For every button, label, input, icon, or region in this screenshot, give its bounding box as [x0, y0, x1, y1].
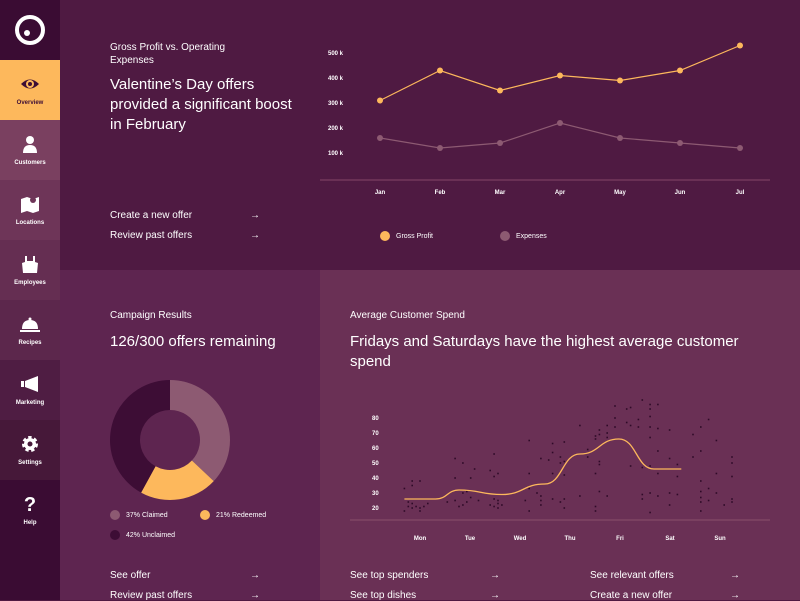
legend-redeemed: 21% Redeemed: [200, 510, 266, 520]
link-label: See relevant offers: [590, 570, 674, 581]
top-dishes-link[interactable]: See top dishes →: [350, 590, 500, 601]
arrow-right-icon: →: [250, 230, 260, 241]
sidebar-item-label: Overview: [16, 100, 44, 106]
legend-claimed: 37% Claimed: [110, 510, 168, 520]
apron-icon: [22, 256, 38, 273]
svg-text:?: ?: [24, 494, 36, 514]
link-label: Create a new offer: [590, 590, 673, 601]
sidebar-item-employees[interactable]: Employees: [0, 240, 60, 300]
sidebar-item-customers[interactable]: Customers: [0, 120, 60, 180]
link-label: See top dishes: [350, 590, 417, 601]
arrow-right-icon: →: [250, 570, 260, 581]
see-offer-link[interactable]: See offer →: [110, 570, 260, 581]
legend-label: 21% Redeemed: [216, 511, 267, 519]
arrow-right-icon: →: [250, 210, 260, 221]
legend-label: 42% Unclaimed: [126, 531, 176, 539]
profit-headline: Valentine’s Day offers provided a signif…: [110, 76, 292, 133]
sidebar-item-recipes[interactable]: Recipes: [0, 300, 60, 360]
arrow-right-icon: →: [490, 590, 500, 601]
create-offer-link[interactable]: Create a new offer →: [110, 210, 260, 221]
megaphone-icon: [21, 376, 38, 392]
map-icon: [21, 197, 39, 213]
profit-subtitle: Gross Profit vs. Operating Expenses: [110, 42, 226, 66]
spend-headline: Fridays and Saturdays have the highest a…: [350, 333, 739, 370]
legend-unclaimed: 42% Unclaimed: [110, 530, 175, 540]
sidebar-item-help[interactable]: ? Help: [0, 480, 60, 540]
sidebar-item-label: Employees: [14, 280, 46, 286]
legend-label: Gross Profit: [396, 232, 433, 240]
link-label: Review past offers: [110, 230, 193, 241]
sidebar-item-label: Settings: [18, 460, 42, 466]
link-label: See top spenders: [350, 570, 429, 581]
link-label: Review past offers: [110, 590, 193, 601]
review-past-offers-link[interactable]: Review past offers →: [110, 590, 260, 601]
legend-swatch: [380, 231, 390, 241]
sidebar-item-settings[interactable]: Settings: [0, 420, 60, 480]
campaign-section: Campaign Results 126/300 offers remainin…: [60, 270, 320, 601]
logo[interactable]: [0, 0, 60, 60]
arrow-right-icon: →: [730, 590, 740, 601]
sidebar-item-label: Marketing: [15, 400, 45, 406]
sidebar-item-label: Locations: [15, 220, 45, 226]
legend-swatch: [110, 510, 120, 520]
legend-swatch: [110, 530, 120, 540]
sidebar-item-label: Customers: [14, 160, 46, 166]
spend-subtitle: Average Customer Spend: [350, 310, 465, 321]
sidebar-item-locations[interactable]: Locations: [0, 180, 60, 240]
arrow-right-icon: →: [730, 570, 740, 581]
create-new-offer-link[interactable]: Create a new offer →: [590, 590, 740, 601]
eye-icon: [21, 79, 39, 89]
spend-section: Average Customer Spend Fridays and Satur…: [320, 270, 800, 601]
legend-label: 37% Claimed: [126, 511, 168, 519]
link-label: Create a new offer: [110, 210, 193, 221]
legend-swatch: [200, 510, 210, 520]
campaign-subtitle: Campaign Results: [110, 310, 192, 321]
review-offers-link[interactable]: Review past offers →: [110, 230, 260, 241]
arrow-right-icon: →: [490, 570, 500, 581]
logo-icon: [15, 15, 45, 45]
cloche-icon: [20, 317, 40, 332]
profit-section: Gross Profit vs. Operating Expenses Vale…: [60, 0, 800, 270]
legend-expenses: Expenses: [500, 231, 547, 241]
sidebar-item-label: Help: [23, 520, 37, 526]
person-icon: [23, 136, 37, 153]
sidebar-item-marketing[interactable]: Marketing: [0, 360, 60, 420]
arrow-right-icon: →: [250, 590, 260, 601]
legend-label: Expenses: [516, 232, 547, 240]
question-icon: ?: [24, 494, 36, 514]
top-spenders-link[interactable]: See top spenders →: [350, 570, 500, 581]
sidebar: Overview Customers Locations Employees Recip…: [0, 0, 60, 600]
gear-icon: [22, 436, 38, 452]
sidebar-item-label: Recipes: [18, 340, 42, 346]
link-label: See offer: [110, 570, 151, 581]
campaign-headline: 126/300 offers remaining: [110, 333, 276, 350]
sidebar-item-overview[interactable]: Overview: [0, 60, 60, 120]
legend-swatch: [500, 231, 510, 241]
legend-gross-profit: Gross Profit: [380, 231, 433, 241]
relevant-offers-link[interactable]: See relevant offers →: [590, 570, 740, 581]
